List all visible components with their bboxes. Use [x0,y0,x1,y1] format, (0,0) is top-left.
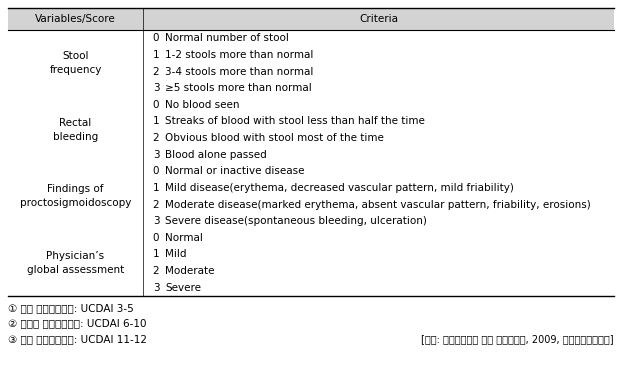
Text: Mild disease(erythema, decreased vascular pattern, mild friability): Mild disease(erythema, decreased vascula… [165,183,514,193]
Text: 2: 2 [152,66,159,76]
Text: [자료: 궐양성대장염 진단 가이드라인, 2009, 대한소화기학회지]: [자료: 궐양성대장염 진단 가이드라인, 2009, 대한소화기학회지] [421,334,614,344]
Text: Severe: Severe [165,283,201,293]
Text: 3: 3 [152,283,159,293]
Text: 1: 1 [152,183,159,193]
Text: Mild: Mild [165,250,187,260]
Text: 1: 1 [152,116,159,126]
Text: Criteria: Criteria [359,14,398,24]
Text: Severe disease(spontaneous bleeding, ulceration): Severe disease(spontaneous bleeding, ulc… [165,216,427,226]
Text: ① 경증 궐양성대장염: UCDAI 3-5: ① 경증 궐양성대장염: UCDAI 3-5 [8,303,134,313]
Text: Physician’s
global assessment: Physician’s global assessment [27,251,124,275]
Text: Normal number of stool: Normal number of stool [165,33,289,43]
Text: Moderate disease(marked erythema, absent vascular pattern, friability, erosions): Moderate disease(marked erythema, absent… [165,200,591,210]
Text: ② 중등도 궐양성대장염: UCDAI 6-10: ② 중등도 궐양성대장염: UCDAI 6-10 [8,319,147,329]
Text: No blood seen: No blood seen [165,100,239,110]
Text: Obvious blood with stool most of the time: Obvious blood with stool most of the tim… [165,133,384,143]
Text: 0: 0 [153,233,159,243]
Text: Rectal
bleeding: Rectal bleeding [53,118,98,142]
Text: 2: 2 [152,200,159,210]
Text: 0: 0 [153,100,159,110]
Text: 3-4 stools more than normal: 3-4 stools more than normal [165,66,313,76]
Text: 3: 3 [152,150,159,160]
Text: Normal or inactive disease: Normal or inactive disease [165,166,305,176]
Text: 2: 2 [152,266,159,276]
Text: 3: 3 [152,216,159,226]
Text: Stool
frequency: Stool frequency [49,51,101,75]
Text: 1: 1 [152,250,159,260]
Text: Findings of
proctosigmoidoscopy: Findings of proctosigmoidoscopy [20,184,131,208]
Text: Streaks of blood with stool less than half the time: Streaks of blood with stool less than ha… [165,116,425,126]
Text: ③ 중증 궐양성대장염: UCDAI 11-12: ③ 중증 궐양성대장염: UCDAI 11-12 [8,334,147,344]
Text: Normal: Normal [165,233,203,243]
Text: Blood alone passed: Blood alone passed [165,150,267,160]
Text: 2: 2 [152,133,159,143]
Bar [8,8,614,30]
Text: 3: 3 [152,83,159,93]
Text: ≥5 stools more than normal: ≥5 stools more than normal [165,83,312,93]
Text: Moderate: Moderate [165,266,215,276]
Text: 0: 0 [153,166,159,176]
Text: Variables/Score: Variables/Score [35,14,116,24]
Text: 1-2 stools more than normal: 1-2 stools more than normal [165,50,313,60]
Text: 0: 0 [153,33,159,43]
Text: 1: 1 [152,50,159,60]
